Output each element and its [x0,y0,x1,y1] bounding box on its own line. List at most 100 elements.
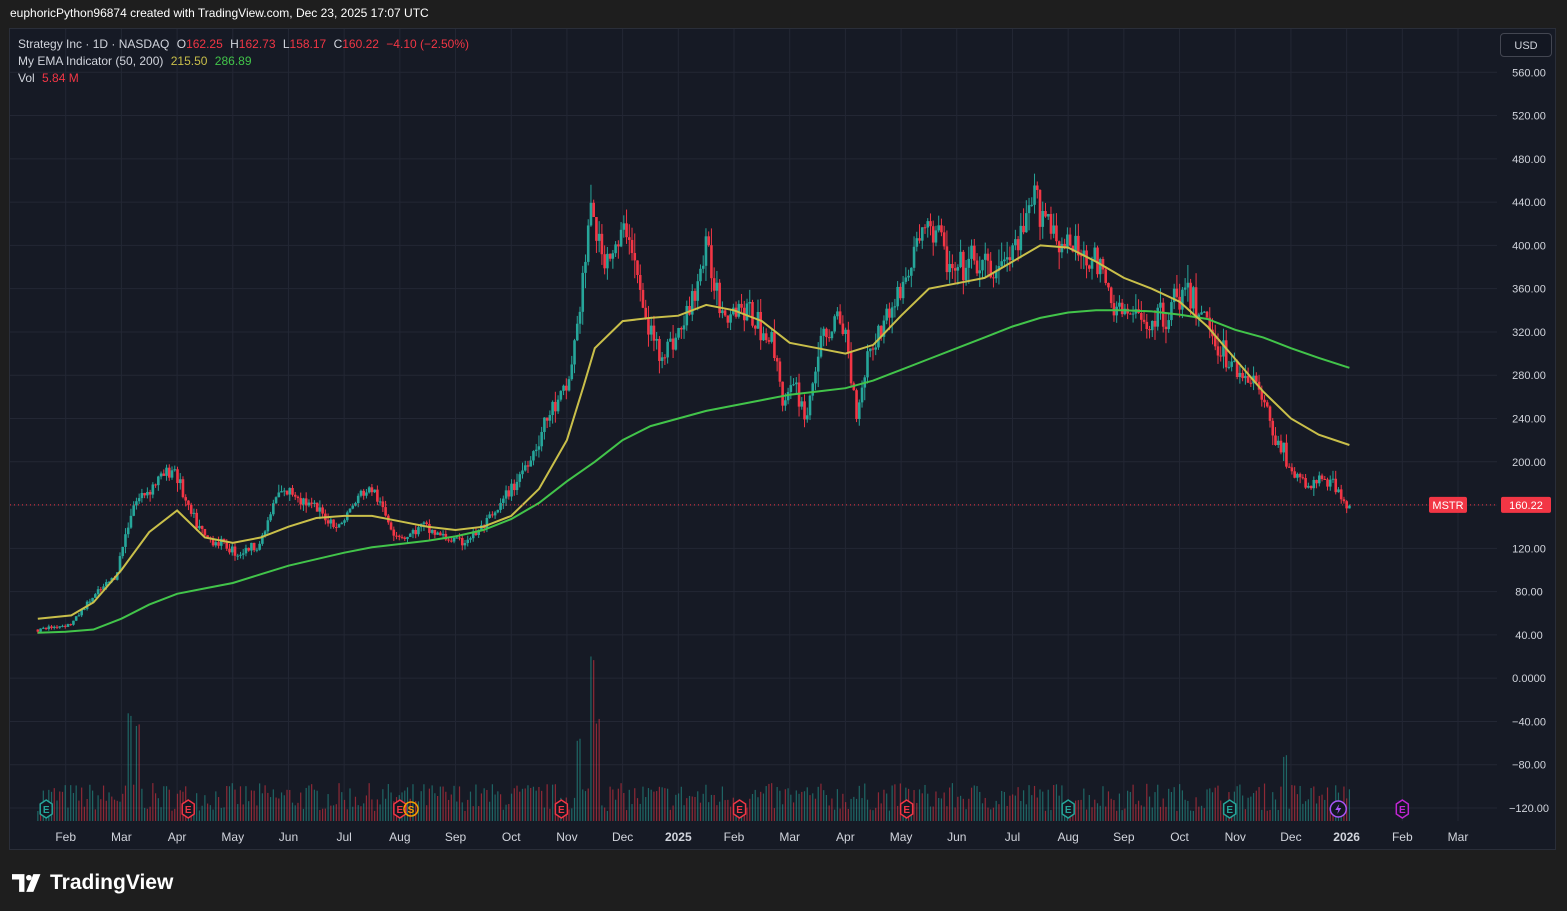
candle-body [1055,225,1058,242]
volume-bar [782,804,784,821]
volume-bar [1003,791,1006,821]
candle-body [94,594,97,598]
volume-bar [439,786,441,821]
high-label: H [230,37,239,51]
ema200-line [37,309,1350,634]
volume-bar [239,786,242,821]
earnings-marker[interactable] [1395,799,1410,819]
candle-body [589,202,593,226]
volume-bar [374,810,376,821]
price-tag[interactable] [1501,496,1551,513]
x-tick-label: Jul [336,830,351,844]
volume-bar [593,660,595,821]
candle-body [198,525,201,529]
candle-body [315,502,319,512]
volume-bar [409,798,411,821]
candle-body [102,586,105,590]
candle-body [981,259,984,271]
candle-body [830,331,834,339]
volume-bar [606,810,608,821]
volume-bar [1187,800,1189,821]
volume-bar [1192,810,1194,821]
volume-bar [1222,808,1225,821]
earnings-marker[interactable] [899,799,914,819]
earnings-marker[interactable] [1222,799,1237,819]
candle-body [737,303,741,317]
candle-body [203,529,207,536]
candle-body [365,492,368,496]
earnings-marker[interactable] [39,799,53,819]
candle-body [272,503,275,515]
currency-button[interactable]: USD [1500,33,1552,57]
symbol-tag[interactable] [1429,496,1467,513]
volume-bar [1047,789,1049,821]
volume-bar [803,791,806,821]
chart-panel[interactable]: 560.00 520.00 480.00 440.00 400.00 360.00 320.… [9,28,1556,850]
volume-bar [1135,804,1137,821]
earnings-marker[interactable] [554,799,569,819]
volume-row[interactable]: Vol 5.84 M [18,70,469,87]
volume-bar [1272,792,1274,821]
x-tick-label: Jun [947,830,966,844]
x-tick-label: Mar [111,830,132,844]
volume-bar [1296,794,1298,821]
price-chart[interactable]: 560.00 520.00 480.00 440.00 400.00 360.00 320.… [10,29,1555,849]
candle-body [159,473,163,477]
candle-body [1156,307,1160,327]
candle-body [1041,211,1045,227]
volume-bar [656,791,658,821]
candle-body [677,327,680,338]
volume-bar [165,786,168,821]
volume-bar [1266,810,1268,821]
ema-row[interactable]: My EMA Indicator (50, 200) 215.50 286.89 [18,53,469,70]
candle-body [784,400,787,406]
candle-body [1246,375,1250,383]
candle-body [745,303,749,321]
candle-body [247,547,250,551]
volume-bar [579,738,581,821]
volume-bar [212,809,214,821]
volume-bar [713,795,715,821]
volume-bar [201,805,203,821]
candle-body [767,340,771,342]
low-value: 158.17 [289,37,327,51]
x-tick-label: Feb [1392,830,1413,844]
candle-body [285,490,289,495]
x-tick-label: 2026 [1333,830,1360,844]
candle-body [214,542,218,546]
volume-bar [1017,787,1019,821]
volume-bar [1036,797,1038,821]
candle-body [789,385,793,392]
candle-body [764,333,768,341]
candle-body [187,500,190,505]
candle-body [934,230,938,243]
volume-bar [300,792,302,821]
dividend-marker[interactable] [403,801,419,817]
volume-bar [1220,800,1222,821]
candle-body [1027,205,1031,214]
y-tick-label: 520.00 [1512,111,1546,123]
symbol-info[interactable]: Strategy Inc · 1D · NASDAQ [18,37,170,51]
volume-bar [1121,810,1123,821]
candle-body [915,238,919,247]
volume-bar [467,799,469,821]
earnings-marker[interactable] [1061,799,1075,819]
volume-bar [614,799,617,821]
volume-bar [1146,783,1148,821]
volume-bar [839,808,841,821]
volume-bar [965,809,967,821]
volume-bar [834,809,836,821]
candle-body [1101,258,1105,270]
candle-body [266,520,270,532]
footer-brand[interactable]: TradingView [12,871,173,895]
candle-body [1271,420,1275,436]
volume-bar [472,806,474,821]
volume-bar [1324,799,1326,821]
earnings-marker[interactable] [732,799,747,819]
earnings-marker[interactable] [181,799,195,819]
volume-bar [313,789,315,821]
candle-body [690,291,694,315]
volume-bar [532,786,535,821]
candle-body [712,278,716,291]
volume-bar [261,793,263,821]
